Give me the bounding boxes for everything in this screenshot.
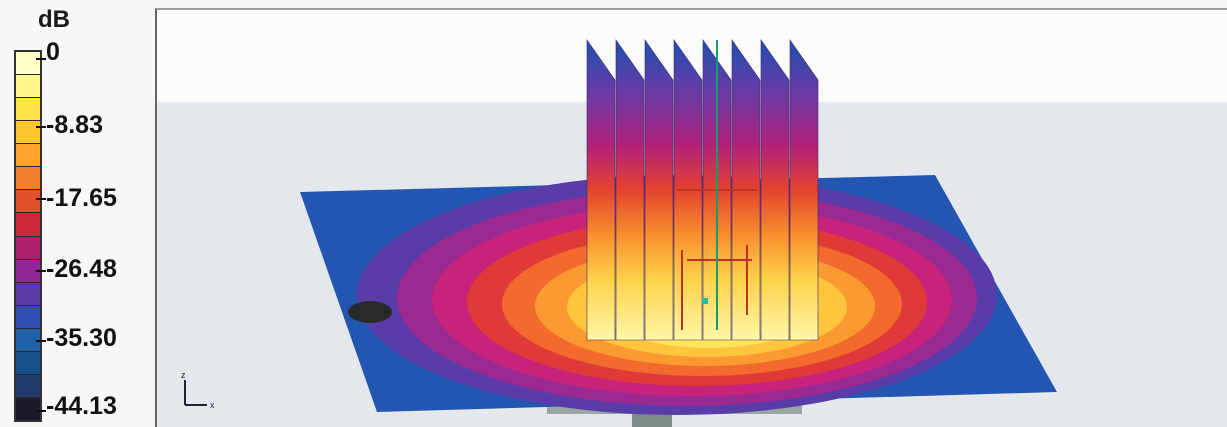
colorbar: [14, 50, 42, 422]
xyz-axes-icon: z x: [181, 370, 215, 410]
colorbar-tick-mark: [36, 198, 46, 200]
colorbar-band: [16, 305, 40, 329]
colorbar-band: [16, 213, 40, 237]
axis-z-label: z: [181, 370, 186, 380]
pedestal-post: [632, 414, 672, 427]
colorbar-tick-label: -8.83: [46, 111, 103, 139]
colorbar-band: [16, 52, 40, 76]
colorbar-band: [16, 351, 40, 375]
colorbar-tick-mark: [36, 270, 46, 272]
colorbar-tick-label: 0: [46, 38, 60, 66]
colorbar-tick-mark: [36, 410, 46, 412]
colorbar-tick-mark: [36, 340, 46, 342]
color-legend: dB 0 -8.83 -17.65 -26.48 -35.30 -44.13: [0, 0, 150, 427]
field-fin: [789, 39, 819, 341]
colorbar-band: [16, 167, 40, 191]
element-traces: [677, 189, 757, 330]
field-fin: [586, 39, 616, 341]
axis-x-label: x: [210, 400, 215, 410]
colorbar-tick-label: -35.30: [46, 324, 117, 352]
3d-field-viewport[interactable]: z x: [155, 8, 1227, 427]
colorbar-tick-label: -17.65: [46, 184, 117, 212]
colorbar-band: [16, 236, 40, 260]
colorbar-band: [16, 259, 40, 283]
legend-unit-label: dB: [38, 6, 70, 33]
colorbar-band: [16, 328, 40, 352]
null-spot: [348, 301, 392, 323]
colorbar-band: [16, 190, 40, 214]
colorbar-band: [16, 144, 40, 168]
colorbar-band: [16, 282, 40, 306]
feed-point: [702, 298, 708, 304]
field-plot-svg: z x: [157, 39, 1227, 427]
colorbar-band: [16, 98, 40, 122]
colorbar-tick-label: -44.13: [46, 392, 117, 420]
colorbar-band: [16, 75, 40, 99]
field-fin: [644, 39, 674, 341]
colorbar-band: [16, 397, 40, 420]
colorbar-band: [16, 374, 40, 398]
colorbar-tick-mark: [36, 58, 46, 60]
colorbar-tick-label: -26.48: [46, 255, 117, 283]
field-fin: [760, 39, 790, 341]
field-fin: [615, 39, 645, 341]
colorbar-band: [16, 121, 40, 145]
colorbar-tick-mark: [36, 126, 46, 128]
